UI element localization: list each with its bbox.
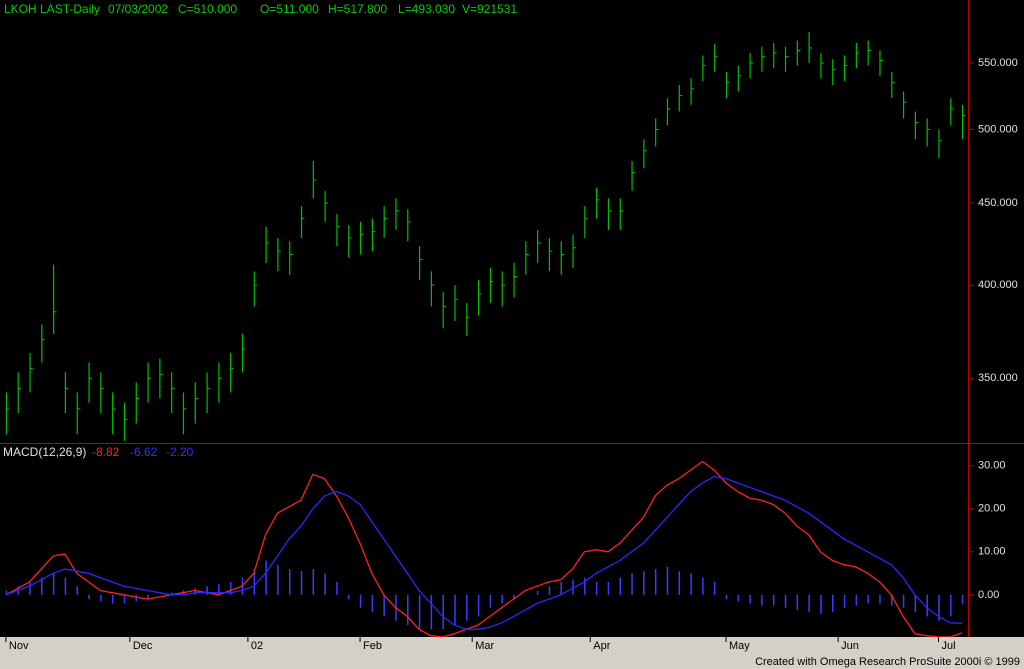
- price-bars: [5, 32, 966, 441]
- low-label: L=493.030: [398, 2, 455, 16]
- x-tick-label: Jun: [841, 640, 859, 652]
- macd-value: -8.82: [92, 445, 120, 459]
- x-tick-label: Dec: [133, 640, 153, 652]
- volume-label: V=921531: [462, 2, 517, 16]
- signal-value: -6.62: [130, 445, 158, 459]
- macd-line: [5, 460, 963, 637]
- y-tick-label: 20.00: [978, 503, 1006, 515]
- x-tick-label: Jul: [941, 640, 955, 652]
- macd-plot: [5, 460, 964, 637]
- y-tick-label: 30.00: [978, 460, 1006, 472]
- date: 07/03/2002: [108, 2, 168, 16]
- x-tick-label: Mar: [475, 640, 494, 652]
- x-tick-label: Nov: [9, 640, 29, 652]
- footer: Created with Omega Research ProSuite 200…: [755, 656, 1020, 668]
- macd-label: MACD(12,26,9): [3, 445, 86, 459]
- y-tick-label: 400.000: [978, 279, 1018, 291]
- x-tick-label: Apr: [593, 640, 610, 652]
- close-label: C=510.000: [178, 2, 237, 16]
- macd-line: [5, 475, 963, 630]
- header: LKOH LAST-Daily 07/03/2002 C=510.000 O=5…: [4, 2, 517, 16]
- y-tick-label: 10.00: [978, 546, 1006, 558]
- y-tick-label: 0.00: [978, 589, 999, 601]
- y-tick-label: 550.000: [978, 57, 1018, 69]
- y-tick-label: 500.000: [978, 123, 1018, 135]
- y-tick-label: 350.000: [978, 372, 1018, 384]
- high-label: H=517.800: [328, 2, 387, 16]
- time-axis-band: [0, 637, 1024, 669]
- x-tick-label: Feb: [363, 640, 382, 652]
- x-tick-label: May: [729, 640, 750, 652]
- symbol: LKOH LAST-Daily: [4, 2, 100, 16]
- y-tick-label: 450.000: [978, 197, 1018, 209]
- histogram-value: -2.20: [166, 445, 194, 459]
- x-tick-label: 02: [251, 640, 263, 652]
- open-label: O=511.000: [260, 2, 319, 16]
